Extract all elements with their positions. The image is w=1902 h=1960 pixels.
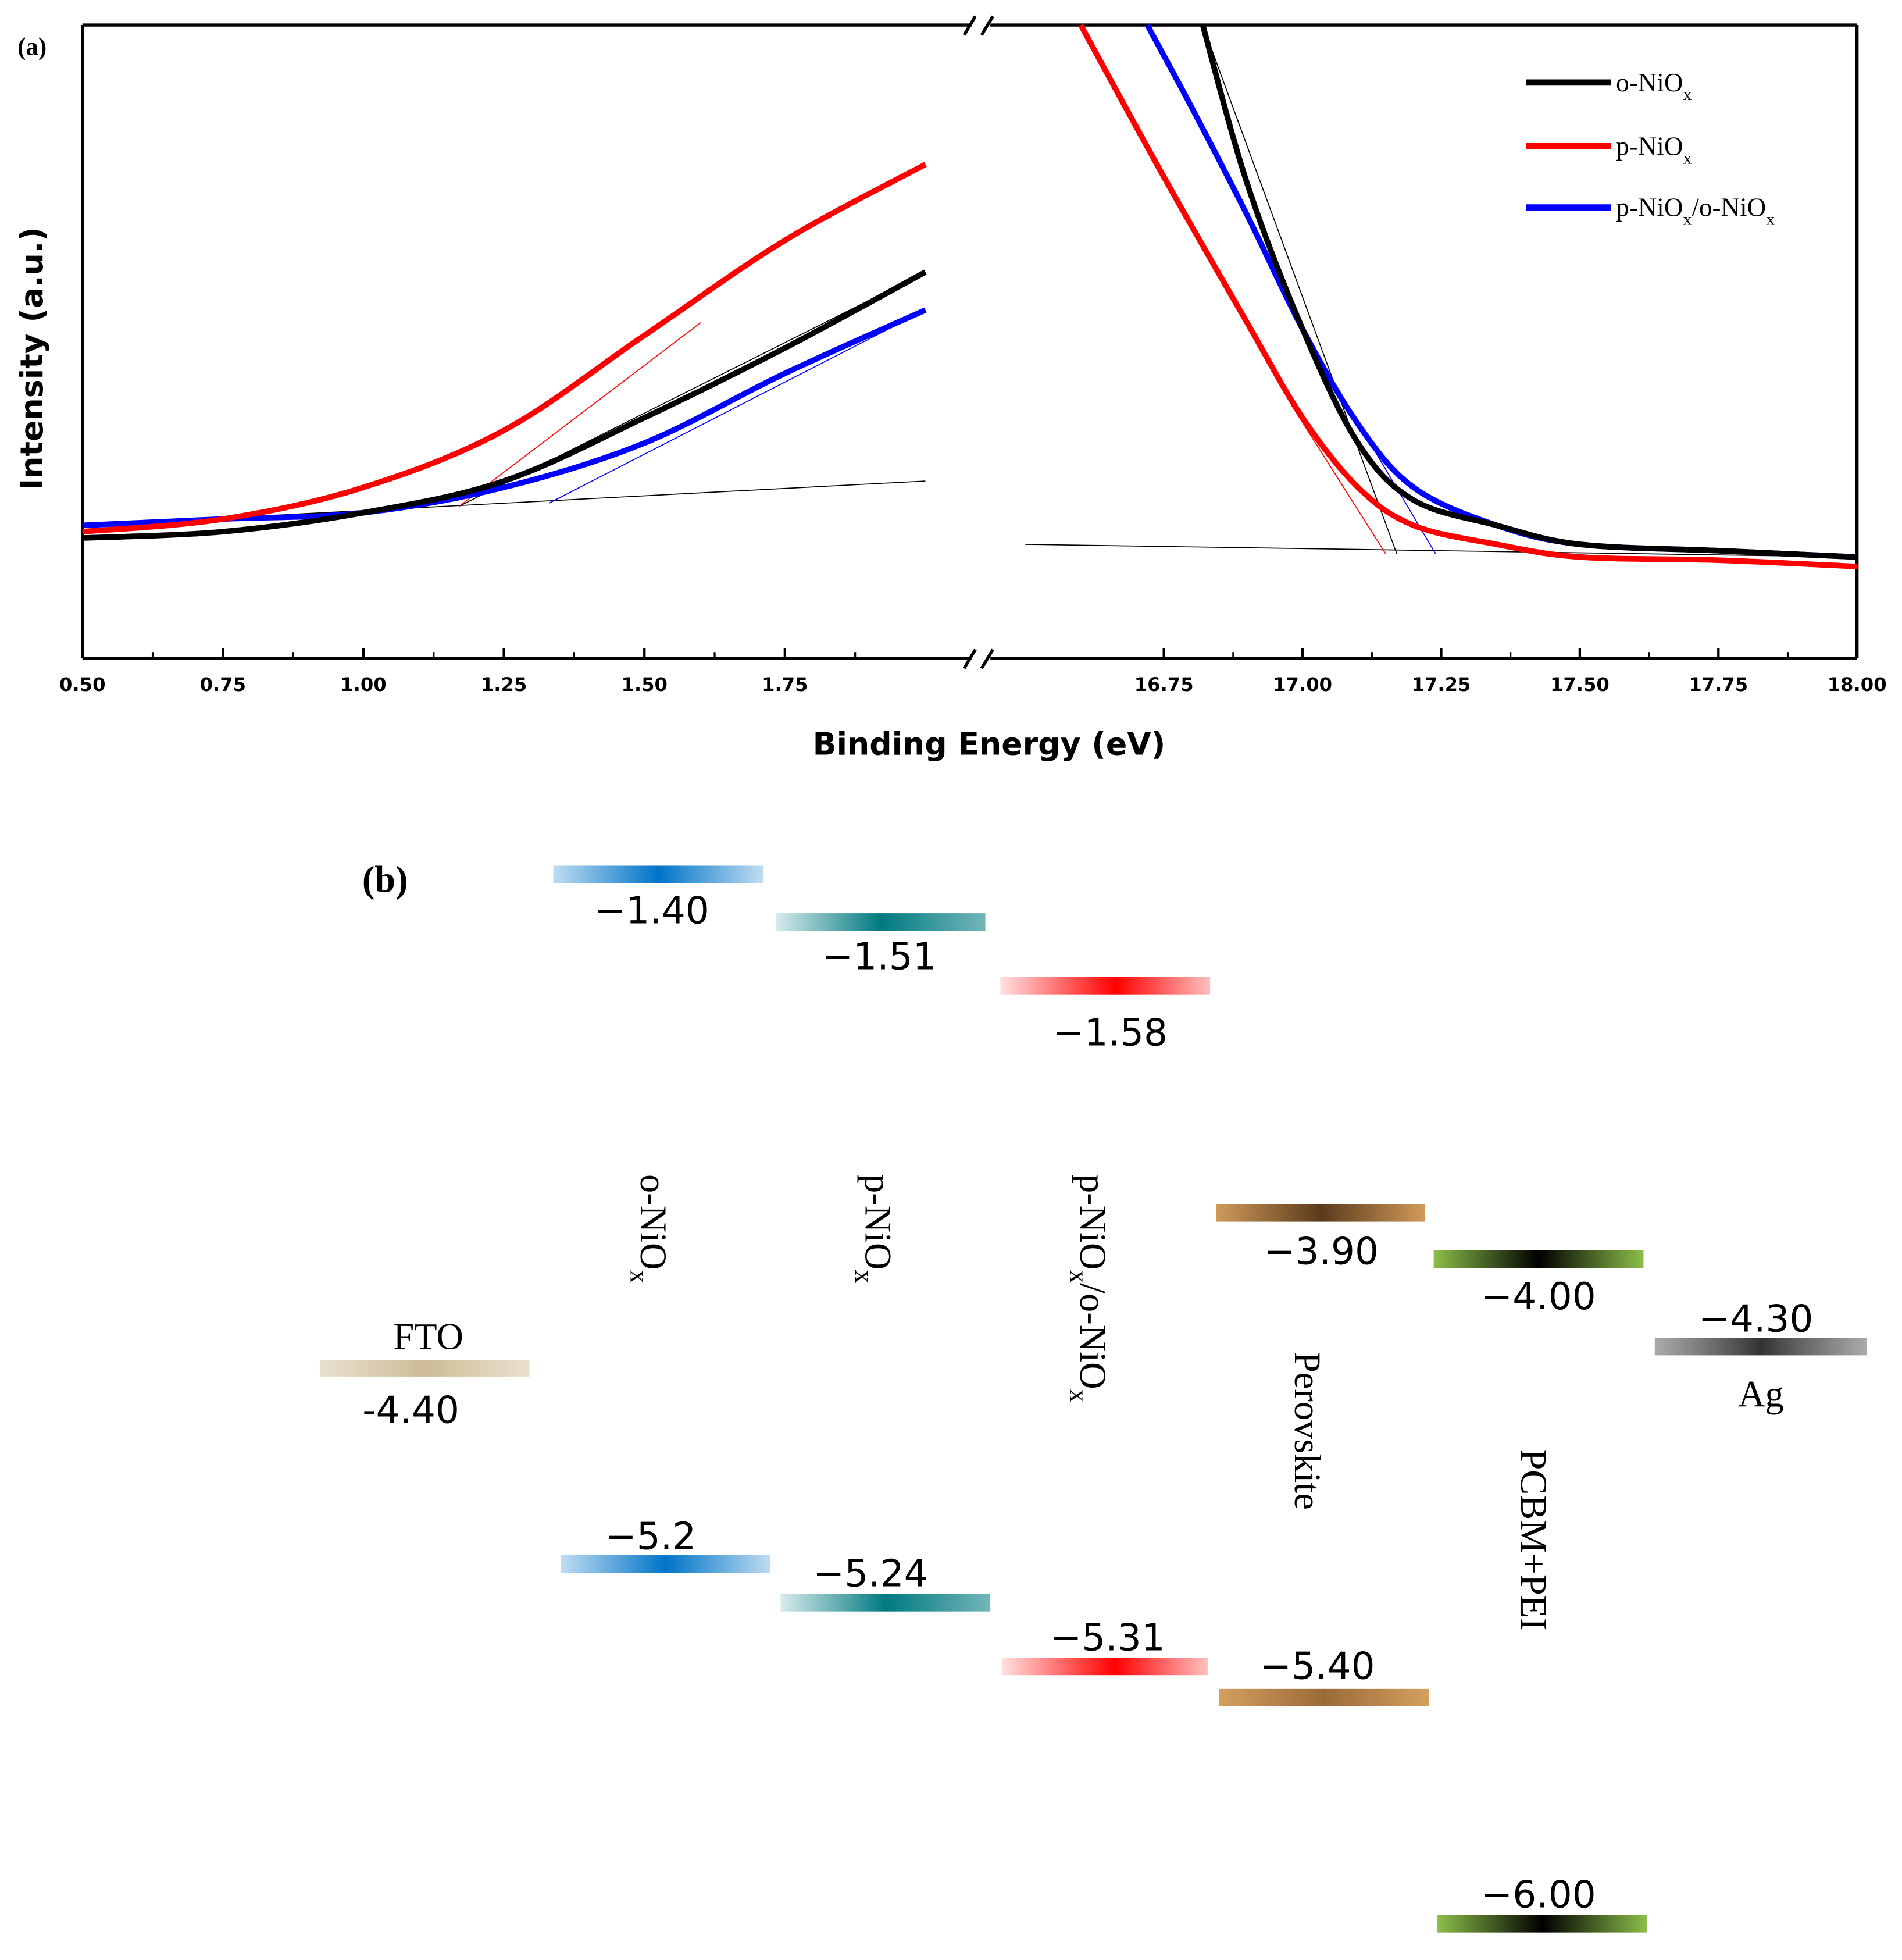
fit-lines <box>82 24 1857 558</box>
data-curves <box>82 23 1857 569</box>
fit-left-red <box>458 322 701 507</box>
x-tick-label-right-2: 17.25 <box>1412 673 1471 696</box>
p-niox-name: p-NiOx <box>850 1174 898 1283</box>
series-p-o-niox-right <box>1144 23 1857 560</box>
y-axis-title: Intensity (a.u.) <box>13 227 50 490</box>
axis-break-bottom <box>962 648 994 669</box>
pcbm-cb-bar <box>1433 1250 1644 1268</box>
series-o-niox-left <box>82 269 927 541</box>
fit-left-blue <box>548 309 926 504</box>
x-axis-title: Binding Energy (eV) <box>813 725 1166 762</box>
x-tick-label-right-5: 18.00 <box>1828 673 1887 696</box>
p-niox-vb-bar <box>780 1594 991 1612</box>
legend-label-p-o-niox: p-NiOx/o-NiOx <box>1616 193 1775 229</box>
o-niox-cb-label: −1.40 <box>594 889 709 932</box>
panel-b: (b) −1.40 −5.2 −1.51 −5.24 −1.58 −5.31 F… <box>319 859 1867 1933</box>
p-niox-vb-label: −5.24 <box>813 1552 927 1596</box>
perovskite-cb-bar <box>1216 1204 1425 1222</box>
fto-bar <box>319 1360 530 1377</box>
series-p-niox-right <box>1078 23 1857 569</box>
o-niox-vb-label: −5.2 <box>605 1514 696 1558</box>
o-niox-vb-bar <box>561 1555 771 1573</box>
x-ticks: 0.50 0.75 1.00 1.25 1.50 1.75 16.75 17.00 17.25 1… <box>59 648 1887 696</box>
panel-a-label: (a) <box>17 34 47 61</box>
pno-vb-label: −5.31 <box>1050 1616 1165 1659</box>
x-tick-label-left-2: 1.00 <box>340 673 386 696</box>
ag-bar <box>1654 1338 1867 1356</box>
fto-name: FTO <box>393 1316 463 1357</box>
o-niox-cb-bar <box>553 865 763 883</box>
axis-break-top <box>962 15 994 36</box>
pcbm-vb-label: −6.00 <box>1481 1873 1596 1917</box>
p-niox-cb-label: −1.51 <box>822 935 936 979</box>
pcbm-name: PCBM+PEI <box>1513 1449 1554 1630</box>
pno-cb-bar <box>1000 977 1211 995</box>
series-p-niox-left <box>82 162 927 534</box>
legend-label-o-niox: o-NiOx <box>1616 68 1692 104</box>
legend: o-NiOx p-NiOx p-NiOx/o-NiOx <box>1526 68 1775 229</box>
perovskite-cb-label: −3.90 <box>1264 1230 1379 1274</box>
x-tick-label-left-5: 1.75 <box>762 673 808 696</box>
x-tick-label-right-0: 16.75 <box>1134 673 1194 696</box>
pcbm-vb-bar <box>1437 1915 1647 1933</box>
panel-a: (a) 0.50 0.75 1.00 1.25 1.50 1.75 16.75 17.00 17… <box>13 15 1887 762</box>
baseline-right <box>1025 544 1857 558</box>
panel-b-label: (b) <box>362 859 408 900</box>
legend-label-p-niox: p-NiOx <box>1616 131 1692 168</box>
x-tick-label-left-0: 0.50 <box>59 673 105 696</box>
fto-level-label: -4.40 <box>362 1388 459 1432</box>
ag-level-label: −4.30 <box>1698 1298 1813 1341</box>
pno-vb-bar <box>1001 1658 1208 1676</box>
perovskite-vb-bar <box>1219 1688 1429 1706</box>
pcbm-cb-label: −4.00 <box>1481 1275 1596 1318</box>
x-tick-label-left-3: 1.25 <box>481 673 527 696</box>
x-tick-label-left-1: 0.75 <box>200 673 246 696</box>
x-tick-label-right-1: 17.00 <box>1273 673 1332 696</box>
pno-name: p-NiOx/o-NiOx <box>1065 1174 1114 1402</box>
perovskite-name: Perovskite <box>1287 1352 1328 1510</box>
pno-cb-label: −1.58 <box>1053 1011 1168 1055</box>
fit-right-red <box>1291 404 1386 554</box>
p-niox-cb-bar <box>775 913 986 931</box>
series-o-niox-right <box>1200 24 1857 560</box>
x-tick-label-right-4: 17.75 <box>1689 673 1748 696</box>
ag-name: Ag <box>1738 1373 1784 1414</box>
perovskite-vb-label: −5.40 <box>1260 1645 1375 1688</box>
fit-right-black <box>1202 24 1398 554</box>
o-niox-name: o-NiOx <box>625 1174 674 1283</box>
x-tick-label-left-4: 1.50 <box>621 673 667 696</box>
x-tick-label-right-3: 17.50 <box>1550 673 1610 696</box>
